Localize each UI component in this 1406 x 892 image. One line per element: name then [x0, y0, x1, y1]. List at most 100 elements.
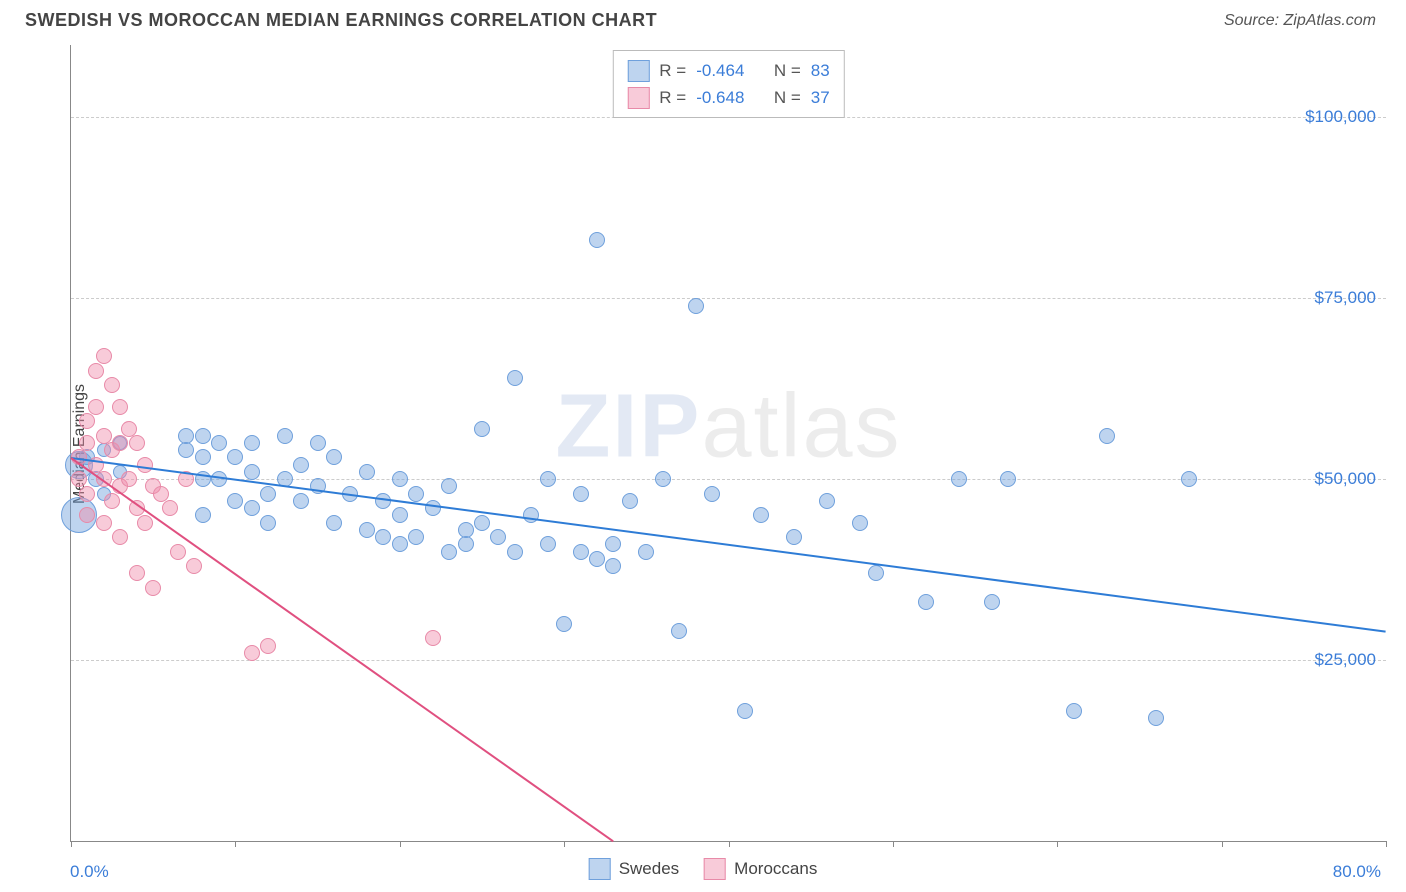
chart-area: Median Earnings ZIPatlas R = -0.464 N = …	[25, 45, 1386, 842]
scatter-point	[1000, 471, 1016, 487]
x-axis-start-label: 0.0%	[70, 862, 109, 882]
scatter-point	[1099, 428, 1115, 444]
scatter-point	[96, 428, 112, 444]
scatter-point	[474, 421, 490, 437]
scatter-point	[227, 449, 243, 465]
scatter-point	[753, 507, 769, 523]
scatter-point	[458, 536, 474, 552]
x-tick	[1057, 841, 1058, 847]
scatter-point	[573, 486, 589, 502]
scatter-point	[671, 623, 687, 639]
x-axis-end-label: 80.0%	[1333, 862, 1381, 882]
legend-label-moroccans: Moroccans	[734, 859, 817, 879]
scatter-point	[359, 522, 375, 538]
watermark-zip: ZIP	[555, 377, 701, 477]
x-tick	[235, 841, 236, 847]
n-value-moroccans: 37	[811, 84, 830, 111]
y-tick-label: $75,000	[1315, 288, 1376, 308]
scatter-point	[852, 515, 868, 531]
legend-item-swedes: Swedes	[589, 858, 679, 880]
scatter-point	[129, 565, 145, 581]
scatter-point	[211, 435, 227, 451]
scatter-point	[474, 515, 490, 531]
scatter-point	[310, 435, 326, 451]
legend-swatch-moroccans	[704, 858, 726, 880]
scatter-point	[88, 399, 104, 415]
x-tick	[400, 841, 401, 847]
y-tick-label: $100,000	[1305, 107, 1376, 127]
scatter-point	[984, 594, 1000, 610]
scatter-point	[375, 529, 391, 545]
scatter-point	[392, 507, 408, 523]
scatter-point	[638, 544, 654, 560]
x-tick	[893, 841, 894, 847]
scatter-point	[655, 471, 671, 487]
scatter-point	[326, 449, 342, 465]
scatter-point	[408, 486, 424, 502]
scatter-point	[112, 399, 128, 415]
scatter-point	[507, 370, 523, 386]
scatter-point	[688, 298, 704, 314]
scatter-point	[392, 471, 408, 487]
scatter-point	[556, 616, 572, 632]
n-value-swedes: 83	[811, 57, 830, 84]
scatter-point	[441, 544, 457, 560]
scatter-point	[868, 565, 884, 581]
legend-swatch-swedes	[589, 858, 611, 880]
scatter-point	[1148, 710, 1164, 726]
scatter-point	[244, 464, 260, 480]
scatter-point	[121, 421, 137, 437]
scatter-point	[79, 507, 95, 523]
plot-region: ZIPatlas R = -0.464 N = 83 R = -0.648 N …	[70, 45, 1386, 842]
scatter-point	[507, 544, 523, 560]
scatter-point	[605, 558, 621, 574]
chart-source: Source: ZipAtlas.com	[1224, 12, 1376, 30]
y-tick-label: $25,000	[1315, 650, 1376, 670]
swatch-swedes	[627, 60, 649, 82]
chart-title: SWEDISH VS MOROCCAN MEDIAN EARNINGS CORR…	[25, 10, 657, 31]
scatter-point	[408, 529, 424, 545]
scatter-point	[170, 544, 186, 560]
scatter-point	[112, 435, 128, 451]
scatter-point	[145, 580, 161, 596]
scatter-point	[244, 500, 260, 516]
scatter-point	[523, 507, 539, 523]
scatter-point	[540, 471, 556, 487]
scatter-point	[425, 630, 441, 646]
r-label: R =	[659, 84, 686, 111]
scatter-point	[129, 435, 145, 451]
scatter-point	[71, 471, 87, 487]
watermark-atlas: atlas	[701, 377, 901, 477]
scatter-point	[104, 377, 120, 393]
scatter-point	[137, 515, 153, 531]
legend-row-swedes: R = -0.464 N = 83	[627, 57, 829, 84]
scatter-point	[79, 435, 95, 451]
n-label: N =	[774, 57, 801, 84]
scatter-point	[244, 645, 260, 661]
y-tick-label: $50,000	[1315, 469, 1376, 489]
legend-series: Swedes Moroccans	[589, 858, 818, 880]
scatter-point	[326, 515, 342, 531]
scatter-point	[425, 500, 441, 516]
watermark: ZIPatlas	[555, 376, 901, 479]
scatter-point	[490, 529, 506, 545]
scatter-point	[737, 703, 753, 719]
chart-header: SWEDISH VS MOROCCAN MEDIAN EARNINGS CORR…	[0, 0, 1406, 36]
scatter-point	[918, 594, 934, 610]
scatter-point	[227, 493, 243, 509]
legend-stats: R = -0.464 N = 83 R = -0.648 N = 37	[612, 50, 844, 118]
scatter-point	[96, 348, 112, 364]
scatter-point	[1181, 471, 1197, 487]
x-tick	[1386, 841, 1387, 847]
r-label: R =	[659, 57, 686, 84]
scatter-point	[293, 457, 309, 473]
scatter-point	[260, 638, 276, 654]
scatter-point	[260, 515, 276, 531]
scatter-point	[605, 536, 621, 552]
scatter-point	[622, 493, 638, 509]
scatter-point	[121, 471, 137, 487]
x-tick	[729, 841, 730, 847]
legend-row-moroccans: R = -0.648 N = 37	[627, 84, 829, 111]
x-tick	[71, 841, 72, 847]
scatter-point	[137, 457, 153, 473]
